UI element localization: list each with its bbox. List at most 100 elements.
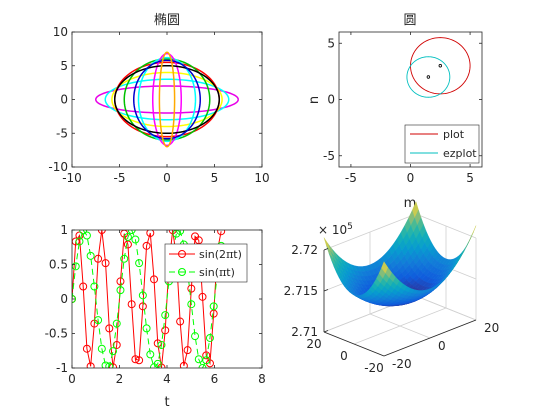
surface-x-tick-label: 20 [306, 337, 321, 351]
surface-axes: 2.71 2.715 2.72 -20 0 20 -20 0 20 × 105 [284, 201, 500, 375]
circle-center-point-0 [438, 64, 442, 68]
sine-marker [72, 295, 76, 303]
y-tick-label: -1 [56, 361, 68, 375]
sine-legend-sinpi-marker [178, 268, 186, 276]
y-tick-label: -0.5 [45, 327, 68, 341]
circle-axes: -5 0 5 -5 0 5 圆 m n plot ezplot [307, 13, 483, 211]
sine-marker [176, 230, 185, 235]
sine-marker [109, 347, 118, 356]
x-tick-label: 5 [466, 171, 474, 185]
sine-marker [135, 356, 144, 365]
y-tick-label: 5 [60, 59, 68, 73]
sine-axes: 0 2 4 6 8 -1 -0.5 0 0.5 1 t sin(2πt) sin(πt) [45, 223, 266, 410]
sine-marker [131, 355, 140, 364]
circle-legend-plot-label: plot [443, 128, 465, 141]
circle-ticks: -5 0 5 -5 0 5 [323, 32, 482, 185]
surface-edge-x [323, 331, 385, 357]
y-tick-label: 5 [327, 36, 335, 50]
x-tick-label: 0 [163, 171, 171, 185]
surface-ticks: 2.71 2.715 2.72 -20 0 20 -20 0 20 [284, 243, 500, 375]
surface-x-tick-label: 0 [340, 349, 348, 363]
sine-marker [153, 359, 162, 368]
circle-xlabel: m [404, 196, 417, 211]
sine-legend-box [164, 243, 248, 283]
x-tick-label: 4 [163, 372, 171, 386]
surface-y-tick-label: -20 [392, 357, 412, 371]
sine-legend-sin2pi-marker [178, 250, 186, 258]
sine-marker [179, 361, 188, 368]
x-tick-label: 2 [116, 372, 124, 386]
surface-grid-y-floor [369, 313, 431, 339]
circle-center-point-1 [426, 75, 431, 79]
circle-curve-ezplot [406, 56, 451, 98]
y-tick-label: -5 [323, 149, 335, 163]
sine-marker [150, 275, 159, 284]
ellipse-curves [94, 51, 239, 148]
sine-marker [94, 254, 103, 263]
sine-curves [72, 230, 226, 368]
ellipse-plot-area [72, 32, 262, 167]
ellipse-curve-1 [104, 78, 230, 121]
sine-xlabel: t [164, 395, 169, 410]
ellipse-curve-6 [151, 52, 182, 147]
sine-marker [131, 235, 140, 244]
sine-marker [116, 277, 125, 286]
x-tick-label: 0 [68, 372, 76, 386]
sine-marker [112, 340, 121, 349]
sine-marker [142, 324, 151, 333]
sine-marker [94, 316, 103, 325]
circle-curves [406, 37, 471, 98]
x-tick-label: 6 [211, 372, 219, 386]
sine-marker [138, 291, 147, 300]
y-tick-label: 1 [60, 223, 68, 237]
y-tick-label: 0 [60, 93, 68, 107]
sine-marker [79, 282, 88, 291]
sine-marker [75, 237, 84, 246]
sine-legend-sinpi-label: sin(πt) [199, 266, 235, 279]
surface-z-tick [323, 330, 329, 333]
sine-marker [86, 251, 95, 260]
circle-title: 圆 [403, 13, 416, 28]
ellipse-curve-9 [158, 51, 176, 148]
x-tick-label: 10 [254, 171, 269, 185]
surface-exponent-label: × 105 [318, 222, 353, 237]
surface-x-tick-label: -20 [364, 361, 384, 375]
sine-marker [138, 302, 147, 311]
y-tick-label: -10 [48, 160, 68, 174]
sine-marker [105, 362, 114, 368]
surface-z-tick [323, 248, 329, 251]
x-tick-label: -10 [62, 171, 82, 185]
sine-marker [183, 346, 192, 355]
surface-z-tick-label: 2.715 [284, 284, 318, 298]
y-tick-label: 0 [60, 292, 68, 306]
sine-marker [194, 355, 203, 364]
sine-marker [157, 340, 166, 349]
surface-mesh [323, 201, 477, 307]
sine-marker [90, 282, 99, 291]
circle-legend-ezplot-label: ezplot [443, 147, 477, 160]
sine-marker [135, 259, 144, 268]
circle-legend: plot ezplot [404, 124, 480, 164]
x-tick-label: -5 [345, 171, 357, 185]
sine-marker [86, 362, 95, 368]
sine-marker [116, 286, 125, 295]
sine-marker [101, 259, 110, 268]
ellipse-ticks: -10 -5 0 5 10 -10 -5 0 5 10 [48, 25, 269, 185]
ellipse-curve-8 [132, 59, 201, 140]
sine-marker [112, 319, 121, 328]
surface-z-tick-label: 2.71 [291, 325, 318, 339]
surface-grid-y-floor [415, 295, 477, 321]
sine-marker [142, 241, 151, 250]
ellipse-title: 椭圆 [154, 12, 180, 28]
x-tick-label: 5 [211, 171, 219, 185]
surface-patch [381, 261, 389, 274]
ellipse-curve-7 [113, 64, 220, 135]
surface-y-tick-label: 20 [484, 321, 499, 335]
sine-marker [146, 350, 155, 359]
sine-marker [146, 230, 155, 237]
surface-z-tick [323, 289, 329, 292]
y-tick-label: 0.5 [49, 258, 68, 272]
ellipse-curve-5 [137, 56, 197, 143]
